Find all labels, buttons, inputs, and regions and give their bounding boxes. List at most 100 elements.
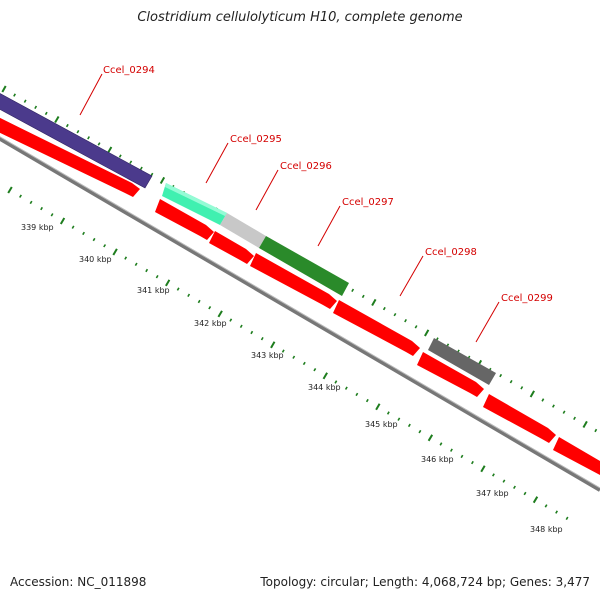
scale-tick [159, 176, 166, 184]
genome-backbone [0, 136, 600, 492]
scale-tick [386, 411, 390, 415]
cds-arrow-5[interactable] [333, 300, 420, 356]
scale-tick [82, 231, 85, 236]
scale-label: 347 kbp [476, 489, 509, 498]
scale-tick [499, 373, 503, 378]
scale-tick [270, 341, 276, 349]
scale-tick [529, 390, 535, 398]
scale-tick [118, 154, 122, 158]
scale-tick [502, 479, 506, 483]
cds-track [0, 113, 600, 475]
scale-label: 342 kbp [194, 319, 227, 328]
gene-label-ccel-0296[interactable]: Ccel_0296 [280, 161, 332, 172]
scale-label: 345 kbp [365, 420, 398, 429]
scale-label: 339 kbp [21, 223, 54, 232]
cds-arrow-8[interactable] [553, 437, 600, 475]
scale-tick [112, 248, 118, 256]
scale-tick [509, 380, 513, 384]
cds-arrow-3[interactable] [209, 231, 254, 264]
gene-label-ccel-0299[interactable]: Ccel_0299 [501, 293, 553, 304]
gene-bar-ccel-0294[interactable] [0, 88, 153, 189]
gene-label-ccel-0295[interactable]: Ccel_0295 [230, 134, 282, 145]
scale-tick [361, 294, 365, 299]
scale-tick [427, 434, 434, 442]
scale-tick [29, 200, 33, 205]
scale-tick [565, 516, 569, 520]
scale-tick [424, 329, 430, 337]
scale-tick [404, 319, 407, 323]
scale-tick [40, 206, 43, 211]
scale-tick [397, 417, 401, 421]
genome-summary-text: Topology: circular; Length: 4,068,724 bp… [260, 575, 590, 589]
scale-tick [541, 398, 545, 402]
gene-bar-ccel-0295[interactable] [162, 183, 227, 225]
scale-tick [418, 429, 422, 434]
scale-tick [187, 293, 191, 297]
gene-bar-ccel-0297[interactable] [259, 236, 349, 296]
gene-bar-ccel-0296[interactable] [220, 213, 266, 248]
scale-tick [176, 287, 180, 291]
scale-tick [344, 386, 348, 390]
scale-tick [260, 337, 264, 341]
scale-tick [492, 473, 495, 477]
cds-arrow-1[interactable] [0, 113, 140, 197]
scale-label: 344 kbp [308, 383, 341, 392]
map-title: Clostridium cellulolyticum H10, complete… [137, 10, 463, 25]
cds-arrow-2[interactable] [155, 199, 214, 240]
scale-tick [54, 115, 60, 124]
scale-tick [150, 172, 154, 177]
scale-tick [13, 93, 16, 97]
scale-tick [281, 349, 285, 353]
scale-label: 343 kbp [251, 351, 284, 360]
scale-tick [197, 299, 201, 304]
scale-tick [351, 288, 355, 292]
scale-tick [407, 423, 411, 428]
scale-tick [139, 166, 143, 170]
scale-tick [371, 298, 377, 306]
scale-tick [552, 404, 555, 408]
scale-tick [1, 85, 7, 93]
scale-tick [313, 367, 317, 372]
scale-tick [229, 318, 233, 322]
gene-label-ccel-0298[interactable]: Ccel_0298 [425, 247, 477, 258]
scale-tick [573, 416, 576, 420]
scale-tick [217, 310, 223, 318]
scale-tick [532, 496, 539, 504]
gene-label-ccel-0294[interactable]: Ccel_0294 [103, 65, 155, 76]
scale-tick [97, 142, 101, 146]
scale-tick [480, 465, 486, 473]
scale-label: 348 kbp [530, 525, 563, 534]
cds-arrow-6[interactable] [417, 352, 484, 397]
scale-tick [513, 485, 516, 490]
scale-tick [87, 136, 90, 140]
scale-tick [594, 428, 598, 433]
cds-arrow-4[interactable] [250, 253, 337, 309]
scale-tick [393, 312, 397, 317]
scale-tick [471, 460, 474, 465]
scale-tick [44, 111, 48, 116]
accession-text: Accession: NC_011898 [10, 575, 147, 589]
scale-tick [302, 361, 306, 366]
scale-tick [460, 454, 464, 459]
scale-tick [250, 330, 254, 335]
scale-label: 346 kbp [421, 455, 454, 464]
scale-tick [208, 305, 212, 310]
scale-tick [365, 398, 369, 403]
scale-tick [382, 306, 386, 311]
cds-arrow-7[interactable] [483, 394, 556, 443]
scale-tick [523, 491, 527, 496]
scale-tick [134, 262, 138, 266]
scale-tick [322, 372, 328, 380]
scale-tick [520, 386, 524, 390]
gene-label-ccel-0297[interactable]: Ccel_0297 [342, 197, 394, 208]
scale-label: 340 kbp [79, 255, 112, 264]
scale-tick [555, 510, 558, 514]
scale-labels: 339 kbp 340 kbp 341 kbp 342 kbp 343 kbp … [21, 223, 563, 534]
scale-tick [107, 146, 113, 154]
scale-tick [19, 194, 22, 198]
scale-tick [562, 410, 566, 414]
scale-tick [103, 244, 107, 248]
scale-tick [59, 217, 66, 225]
gene-bar-ccel-0299[interactable] [428, 338, 496, 385]
